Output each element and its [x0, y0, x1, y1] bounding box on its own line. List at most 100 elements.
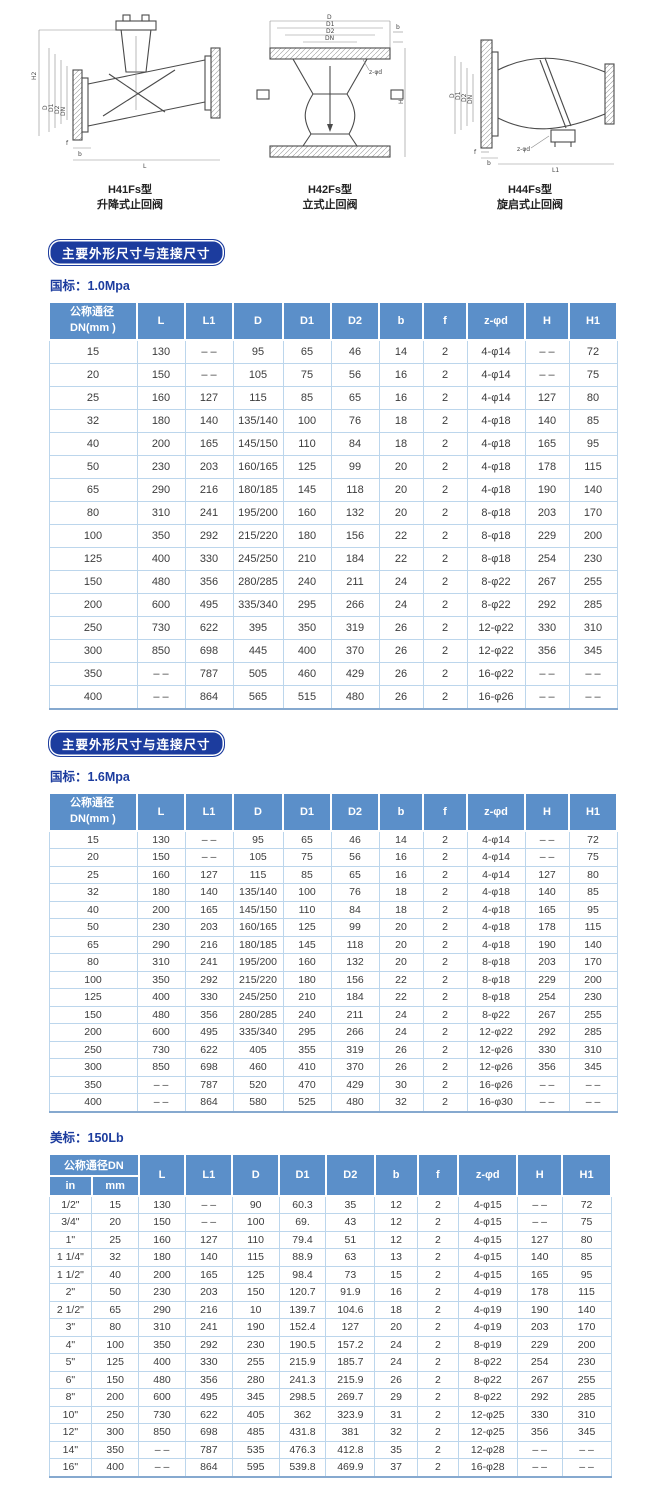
table-cell: 431.8: [278, 1423, 327, 1442]
table-cell: 16: [374, 1283, 419, 1302]
table-cell: 80: [568, 385, 618, 410]
table-cell: 40: [48, 900, 138, 920]
table-cell: 24: [374, 1353, 419, 1372]
table-cell: 50: [48, 454, 138, 479]
table-cell: 480: [330, 1093, 380, 1113]
table-row: 65 290 216 180/185 145 118 20 2 4-φ18 190 140: [48, 935, 618, 955]
table-body: 15 130– –95 65 46 14 2 4-φ14– –72 20 150– –105 75…: [48, 339, 618, 710]
table-cell: 4-φ19: [457, 1283, 518, 1302]
table-cell: 300: [48, 1058, 138, 1077]
dim-label: D: [327, 14, 332, 21]
table-row: 100 350 292 215/220 180 156 22 2 8-φ18 229 200: [48, 523, 618, 548]
table-cell: 210: [282, 546, 332, 571]
table-row: 350– –787 520 470 429 30 2 16-φ26– – – –: [48, 1075, 618, 1095]
table-body: 15 130– –95 65 46 14 2 4-φ14– –72 20 150– –105 75…: [48, 830, 618, 1113]
table-cell: 115: [561, 1283, 612, 1302]
table-cell: 241: [184, 500, 234, 525]
section-title: 主要外形尺寸与连接尺寸: [62, 246, 211, 261]
valve-type-name: 立式止回阀: [302, 198, 358, 211]
table-cell: – –: [568, 684, 618, 710]
table-row: 40 200 165 145/150 110 84 18 2 4-φ18 165 95: [48, 900, 618, 920]
table-cell: 26: [378, 615, 424, 640]
table-cell: 2: [422, 385, 468, 410]
table-cell: – –: [184, 848, 234, 867]
table-cell: 190: [524, 935, 570, 955]
header-col: D: [232, 791, 284, 832]
table-cell: 356: [184, 1005, 234, 1025]
header-col: D: [232, 300, 284, 341]
table-cell: 80: [48, 500, 138, 525]
table-row: 25 160 127 115 85 65 16 2 4-φ14 127 80: [48, 385, 618, 410]
table-cell: 157.2: [325, 1335, 376, 1355]
table-row: 200 600 495 335/340 295 266 24 2 12-φ22 292 285: [48, 1023, 618, 1042]
table-cell: 2: [422, 638, 468, 663]
header-col: D2: [330, 300, 380, 341]
table-cell: 350: [91, 1440, 140, 1460]
table-cell: 2: [422, 988, 468, 1007]
table-cell: 150: [231, 1283, 280, 1302]
table-cell: 300: [91, 1423, 140, 1442]
table-cell: 2: [422, 615, 468, 640]
table-cell: 5": [48, 1353, 93, 1372]
table-row: 1/2" 15 130– –90 60.3 35 12 2 4-φ15– –72: [48, 1195, 612, 1215]
table-cell: 16: [378, 362, 424, 387]
table-cell: 2: [417, 1230, 459, 1250]
table-cell: 15: [48, 830, 138, 850]
swing-check-valve-drawing: D D1 D2 DN z-φd f b L1: [449, 39, 615, 174]
table-cell: 165: [184, 1265, 233, 1285]
table-row: 1 1/4" 32 180 140 115 88.9 63 13 2 4-φ15 140 85: [48, 1248, 612, 1267]
table-cell: 4-φ15: [457, 1230, 518, 1250]
dim-label: D2: [54, 105, 61, 114]
table-cell: 145/150: [232, 900, 284, 920]
table-cell: 32: [48, 408, 138, 433]
table-cell: 2: [417, 1388, 459, 1407]
table-row: 15 130– –95 65 46 14 2 4-φ14– –72: [48, 830, 618, 850]
table-cell: 95: [232, 339, 284, 364]
table-cell: 203: [524, 500, 570, 525]
table-cell: 180: [282, 970, 332, 990]
table-row: 25 160 127 115 85 65 16 2 4-φ14 127 80: [48, 865, 618, 885]
table-cell: 24: [378, 569, 424, 594]
table-cell: 395: [232, 615, 284, 640]
table-cell: 156: [330, 523, 380, 548]
table-cell: 16-φ30: [466, 1093, 526, 1113]
header-col: H: [524, 300, 570, 341]
table-cell: – –: [568, 1093, 618, 1113]
table-cell: 4-φ18: [466, 883, 526, 902]
table-cell: 115: [568, 918, 618, 937]
table-cell: 65: [282, 830, 332, 850]
header-col: L1: [184, 1152, 234, 1197]
table-cell: 330: [184, 988, 234, 1007]
table-cell: – –: [568, 661, 618, 686]
table-row: 16" 400– –864 595 539.8 469.9 37 2 16-φ28– – – –: [48, 1458, 612, 1478]
table-cell: 180: [136, 408, 186, 433]
table-cell: 72: [561, 1195, 612, 1215]
table-cell: 16: [378, 865, 424, 885]
table-cell: 203: [516, 1318, 563, 1337]
table-row: 15 130– –95 65 46 14 2 4-φ14– –72: [48, 339, 618, 364]
table-cell: – –: [524, 1075, 570, 1095]
table-cell: 203: [184, 454, 234, 479]
table-cell: 8-φ18: [466, 970, 526, 990]
table-cell: 22: [378, 988, 424, 1007]
table-cell: 140: [561, 1300, 612, 1320]
header-col: z-φd: [466, 300, 526, 341]
table-cell: 412.8: [325, 1440, 376, 1460]
section-subtitle: 国标：1.0Mpa: [50, 278, 130, 293]
dimension-table-gb-1-6mpa: 公称通径 DN(mm ) L L1 D D1 D2 b f z-φd H H1 …: [48, 791, 618, 1113]
table-cell: 25: [91, 1230, 140, 1250]
table-cell: 79.4: [278, 1230, 327, 1250]
table-cell: 26: [378, 661, 424, 686]
table-cell: 20: [91, 1213, 140, 1232]
table-cell: 160: [138, 1230, 186, 1250]
table-cell: 600: [136, 592, 186, 617]
table-row: 50 230 203 160/165 125 99 20 2 4-φ18 178 115: [48, 454, 618, 479]
table-cell: 80: [568, 865, 618, 885]
table-cell: 180: [136, 883, 186, 902]
table-cell: 200: [136, 431, 186, 456]
table-cell: 115: [232, 385, 284, 410]
table-cell: 469.9: [325, 1458, 376, 1478]
table-cell: 4": [48, 1335, 93, 1355]
table-header-row: 公称通径 DN(mm ) L L1 D D1 D2 b f z-φd H H1: [48, 791, 618, 832]
table-cell: 95: [561, 1265, 612, 1285]
